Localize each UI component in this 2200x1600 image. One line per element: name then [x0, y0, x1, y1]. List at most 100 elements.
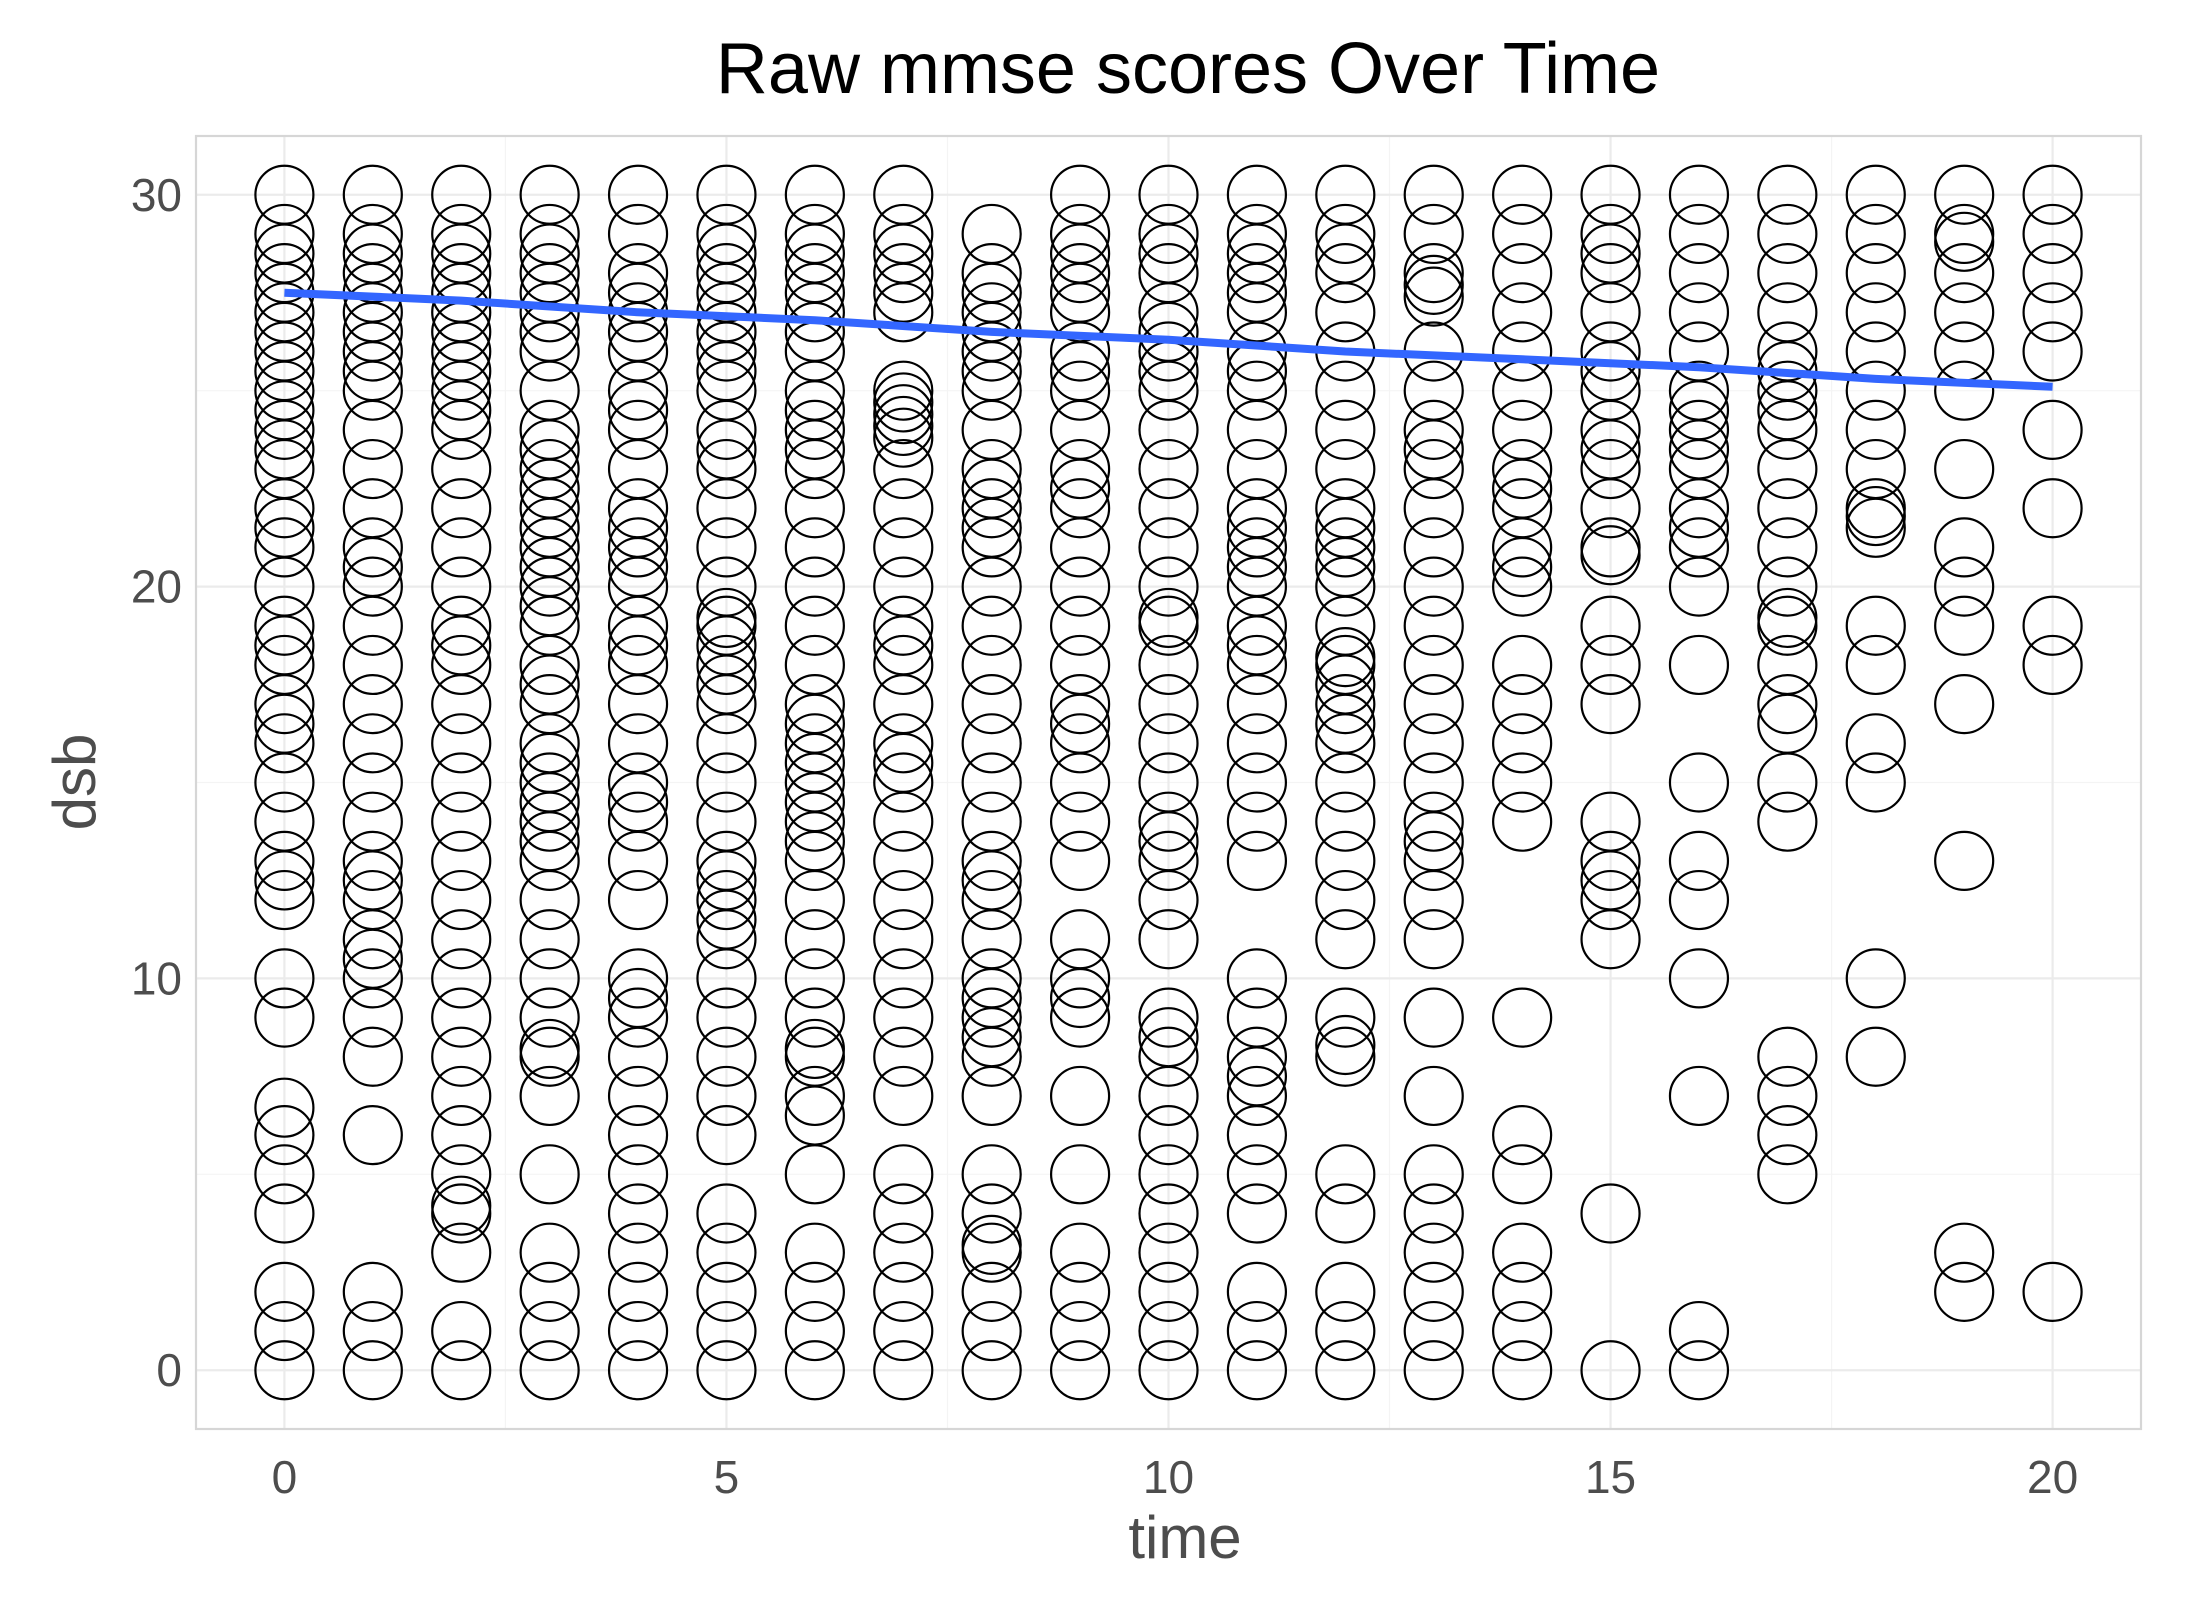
data-point: [1049, 1261, 1111, 1322]
data-point: [1403, 713, 1464, 774]
data-point: [784, 1300, 845, 1362]
data-point: [342, 1026, 403, 1087]
data-point: [1403, 517, 1464, 578]
data-point: [784, 1261, 845, 1322]
data-point: [342, 478, 403, 539]
data-point: [1049, 243, 1111, 304]
y-axis-title: dsb: [41, 734, 108, 831]
data-point: [519, 1261, 580, 1322]
data-point: [873, 243, 934, 304]
data-point: [1138, 595, 1199, 656]
data-point: [873, 948, 934, 1009]
data-point: [607, 1144, 669, 1205]
data-point: [1934, 674, 1995, 735]
data-point: [607, 595, 669, 656]
data-point: [1315, 791, 1376, 852]
data-point: [1492, 438, 1553, 500]
data-point: [696, 478, 757, 539]
data-point: [1580, 674, 1641, 735]
data-point: [873, 478, 934, 539]
x-tick-label: 5: [714, 1451, 740, 1503]
data-point: [1668, 282, 1730, 343]
data-point: [607, 948, 669, 1009]
data-point: [696, 1065, 757, 1127]
data-point: [519, 909, 580, 970]
data-point: [431, 713, 492, 774]
data-point: [1226, 634, 1288, 696]
data-point: [1403, 254, 1464, 315]
data-point: [254, 850, 315, 911]
data-point: [873, 262, 934, 323]
data-point: [607, 1340, 669, 1401]
data-point: [1315, 1300, 1376, 1362]
chart-title: Raw mmse scores Over Time: [716, 29, 1660, 109]
data-point: [1226, 360, 1288, 421]
data-point: [1580, 869, 1641, 931]
data-point: [1934, 321, 1995, 382]
data-point: [873, 634, 934, 696]
data-point: [1403, 1222, 1464, 1283]
data-point: [1934, 164, 1995, 225]
x-axis-title: time: [1128, 1504, 1241, 1571]
data-point: [1580, 1183, 1641, 1244]
data-point: [1226, 517, 1288, 578]
data-point: [873, 438, 934, 500]
data-point: [1757, 243, 1818, 304]
data-point: [1049, 830, 1111, 891]
data-point: [1226, 987, 1288, 1048]
data-point: [607, 1183, 669, 1244]
data-point: [342, 909, 403, 970]
data-point: [1580, 478, 1641, 539]
data-point: [1315, 595, 1376, 656]
data-point: [1315, 438, 1376, 500]
data-point: [784, 517, 845, 578]
data-point: [1049, 556, 1111, 617]
data-point: [1403, 399, 1464, 460]
data-point: [2022, 243, 2083, 304]
data-point: [1845, 634, 1906, 696]
data-point: [254, 1077, 315, 1138]
data-point: [431, 830, 492, 891]
data-point: [784, 1065, 845, 1127]
data-point: [607, 713, 669, 774]
trend-line: [284, 288, 2053, 391]
data-point: [1049, 674, 1111, 735]
data-point: [1757, 1065, 1818, 1127]
data-point: [607, 203, 669, 265]
data-point: [696, 1340, 757, 1401]
data-point: [1668, 164, 1730, 225]
data-point: [1668, 1340, 1730, 1401]
data-point: [873, 1065, 934, 1127]
data-point: [254, 1261, 315, 1322]
data-point: [1138, 1183, 1199, 1244]
data-point: [1138, 1026, 1199, 1087]
data-point: [961, 869, 1022, 931]
data-point: [1049, 438, 1111, 500]
data-point: [2022, 164, 2083, 225]
data-point: [1138, 1261, 1199, 1322]
data-point: [1138, 321, 1199, 382]
data-point: [873, 407, 934, 468]
data-point: [1226, 1183, 1288, 1244]
data-point: [1049, 1300, 1111, 1362]
data-point: [607, 1222, 669, 1283]
data-point: [1668, 830, 1730, 891]
data-point: [1757, 752, 1818, 813]
data-point: [784, 1340, 845, 1401]
data-point: [784, 399, 845, 460]
data-point: [607, 674, 669, 735]
data-point: [1492, 1300, 1553, 1362]
data-point: [1403, 1183, 1464, 1244]
data-point: [607, 634, 669, 696]
data-point: [696, 399, 757, 460]
data-point: [1226, 830, 1288, 891]
data-point: [519, 556, 580, 617]
data-point: [961, 752, 1022, 813]
data-point: [696, 1105, 757, 1166]
data-point: [696, 1183, 757, 1244]
data-point: [1580, 321, 1641, 382]
data-point: [1138, 1300, 1199, 1362]
data-point: [1226, 752, 1288, 813]
data-point: [431, 1183, 492, 1244]
data-point: [1049, 1340, 1111, 1401]
